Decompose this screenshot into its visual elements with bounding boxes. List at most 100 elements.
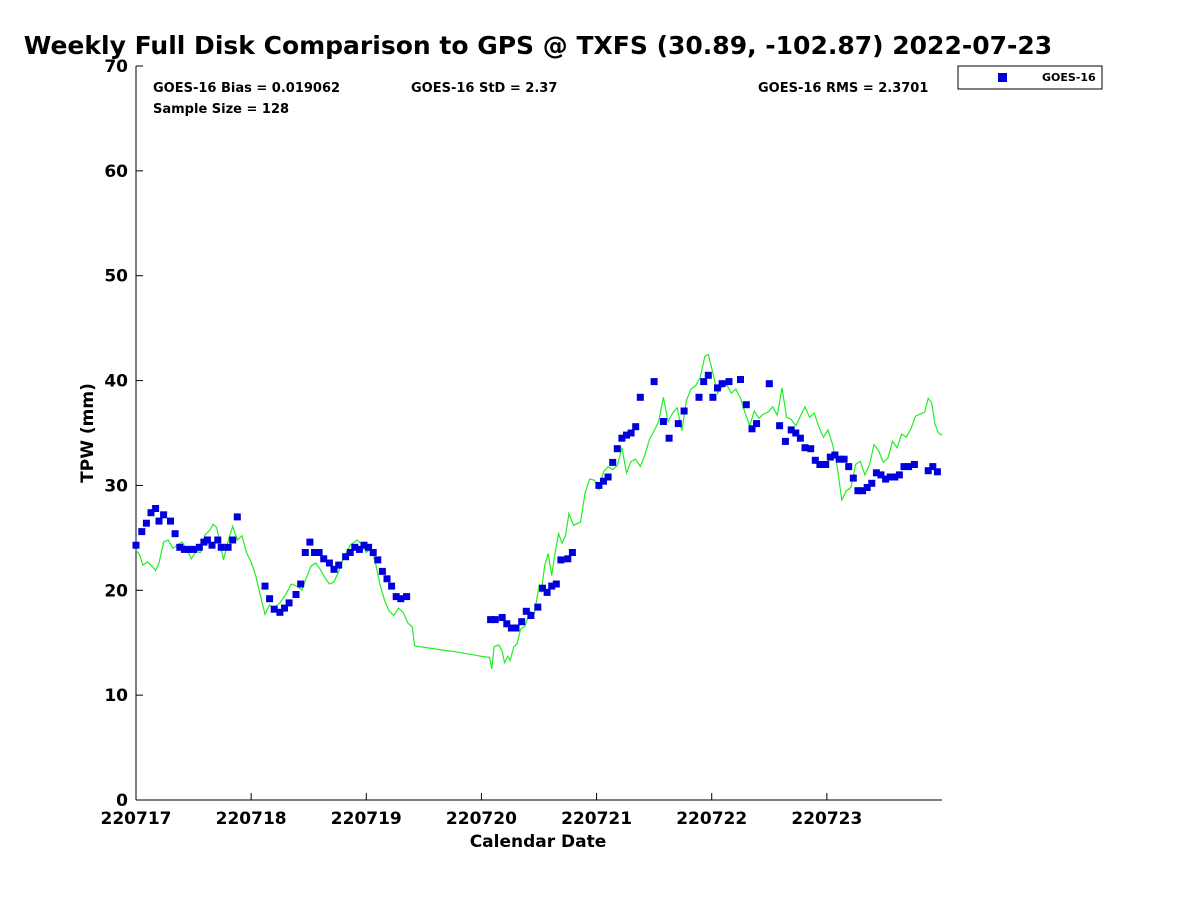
data-point-goes16 — [498, 614, 506, 621]
data-point-goes16 — [816, 461, 824, 468]
chart-title: Weekly Full Disk Comparison to GPS @ TXF… — [24, 31, 1052, 60]
data-point-goes16 — [392, 593, 400, 601]
data-point-goes16 — [801, 444, 809, 452]
data-point-goes16 — [905, 463, 913, 471]
data-point-goes16 — [895, 471, 903, 479]
legend-marker-goes16 — [998, 73, 1007, 82]
data-point-goes16 — [877, 471, 885, 479]
data-point-goes16 — [270, 605, 278, 613]
data-point-goes16 — [208, 541, 216, 549]
data-point-goes16 — [568, 549, 576, 556]
data-point-goes16 — [346, 549, 354, 556]
x-tick-label: 220723 — [791, 809, 862, 829]
data-point-goes16 — [155, 517, 163, 525]
data-point-goes16 — [330, 565, 338, 573]
data-point-goes16 — [557, 556, 565, 564]
data-point-goes16 — [491, 616, 499, 624]
data-point-goes16 — [872, 469, 880, 477]
data-point-goes16 — [868, 479, 876, 487]
data-point-goes16 — [132, 541, 140, 549]
data-point-goes16 — [315, 549, 323, 556]
data-point-goes16 — [807, 445, 815, 453]
data-point-goes16 — [787, 426, 795, 434]
y-tick-label: 40 — [104, 372, 128, 392]
data-point-goes16 — [822, 461, 830, 468]
data-point-goes16 — [152, 505, 160, 512]
data-point-goes16 — [335, 561, 343, 569]
data-point-goes16 — [600, 477, 607, 485]
data-point-goes16 — [891, 473, 899, 481]
data-point-goes16 — [301, 549, 309, 556]
data-point-goes16 — [695, 393, 703, 401]
data-point-goes16 — [195, 543, 203, 551]
data-point-goes16 — [826, 453, 834, 461]
stat-bias: GOES-16 Bias = 0.019062 — [153, 81, 340, 96]
y-tick-label: 0 — [116, 791, 128, 811]
data-point-goes16 — [374, 556, 382, 564]
stat-rms: GOES-16 RMS = 2.3701 — [758, 81, 928, 96]
data-point-goes16 — [714, 384, 721, 392]
y-tick-label: 50 — [104, 267, 128, 287]
data-point-goes16 — [659, 418, 667, 425]
data-point-goes16 — [840, 455, 848, 463]
data-point-goes16 — [765, 380, 773, 388]
data-point-goes16 — [142, 519, 150, 527]
data-point-goes16 — [147, 509, 155, 517]
data-point-goes16 — [725, 378, 733, 386]
data-point-goes16 — [160, 511, 168, 519]
data-point-goes16 — [742, 401, 750, 409]
data-point-goes16 — [297, 580, 305, 588]
data-point-goes16 — [266, 595, 274, 603]
data-point-goes16 — [217, 543, 225, 551]
data-point-goes16 — [261, 582, 269, 590]
data-point-goes16 — [522, 607, 530, 615]
data-point-goes16 — [292, 591, 300, 598]
y-tick-label: 70 — [104, 57, 128, 77]
data-point-goes16 — [636, 393, 644, 401]
data-point-goes16 — [518, 618, 526, 626]
data-point-goes16 — [564, 555, 572, 563]
data-point-goes16 — [311, 549, 318, 556]
data-point-goes16 — [748, 425, 756, 433]
data-point-goes16 — [910, 461, 918, 468]
data-point-goes16 — [527, 612, 535, 619]
data-point-goes16 — [632, 423, 640, 431]
data-point-goes16 — [709, 393, 717, 401]
data-point-goes16 — [674, 420, 682, 428]
data-point-goes16 — [403, 593, 411, 601]
data-point-goes16 — [503, 620, 511, 628]
x-axis-label: Calendar Date — [470, 832, 607, 852]
data-point-goes16 — [849, 474, 857, 482]
legend: GOES-16 — [957, 65, 1103, 90]
data-point-goes16 — [534, 603, 542, 611]
data-point-goes16 — [378, 567, 386, 575]
data-point-goes16 — [831, 451, 839, 459]
data-point-goes16 — [552, 580, 560, 588]
data-point-goes16 — [618, 434, 626, 442]
legend-box — [957, 65, 1103, 90]
y-tick-label: 20 — [104, 581, 128, 601]
x-tick-label: 220720 — [446, 809, 517, 829]
data-point-goes16 — [776, 422, 784, 430]
data-point-goes16 — [180, 545, 188, 553]
data-point-goes16 — [548, 582, 556, 590]
data-point-goes16 — [933, 468, 941, 476]
data-point-goes16 — [700, 378, 708, 386]
data-point-goes16 — [365, 543, 373, 551]
y-ticks: 0 10 20 30 40 50 60 70 — [104, 57, 143, 811]
data-point-goes16 — [171, 530, 179, 538]
x-tick-label: 220722 — [676, 809, 747, 829]
data-point-goes16 — [718, 380, 726, 388]
data-point-goes16 — [900, 463, 908, 471]
data-point-goes16 — [845, 463, 853, 471]
data-point-goes16 — [185, 545, 193, 553]
data-point-goes16 — [627, 429, 635, 437]
data-point-goes16 — [320, 555, 328, 563]
y-tick-label: 60 — [104, 162, 128, 182]
data-point-goes16 — [863, 484, 871, 491]
data-point-goes16 — [811, 456, 819, 464]
data-point-goes16 — [924, 467, 932, 475]
data-point-goes16 — [355, 545, 363, 553]
data-point-goes16 — [613, 445, 621, 453]
